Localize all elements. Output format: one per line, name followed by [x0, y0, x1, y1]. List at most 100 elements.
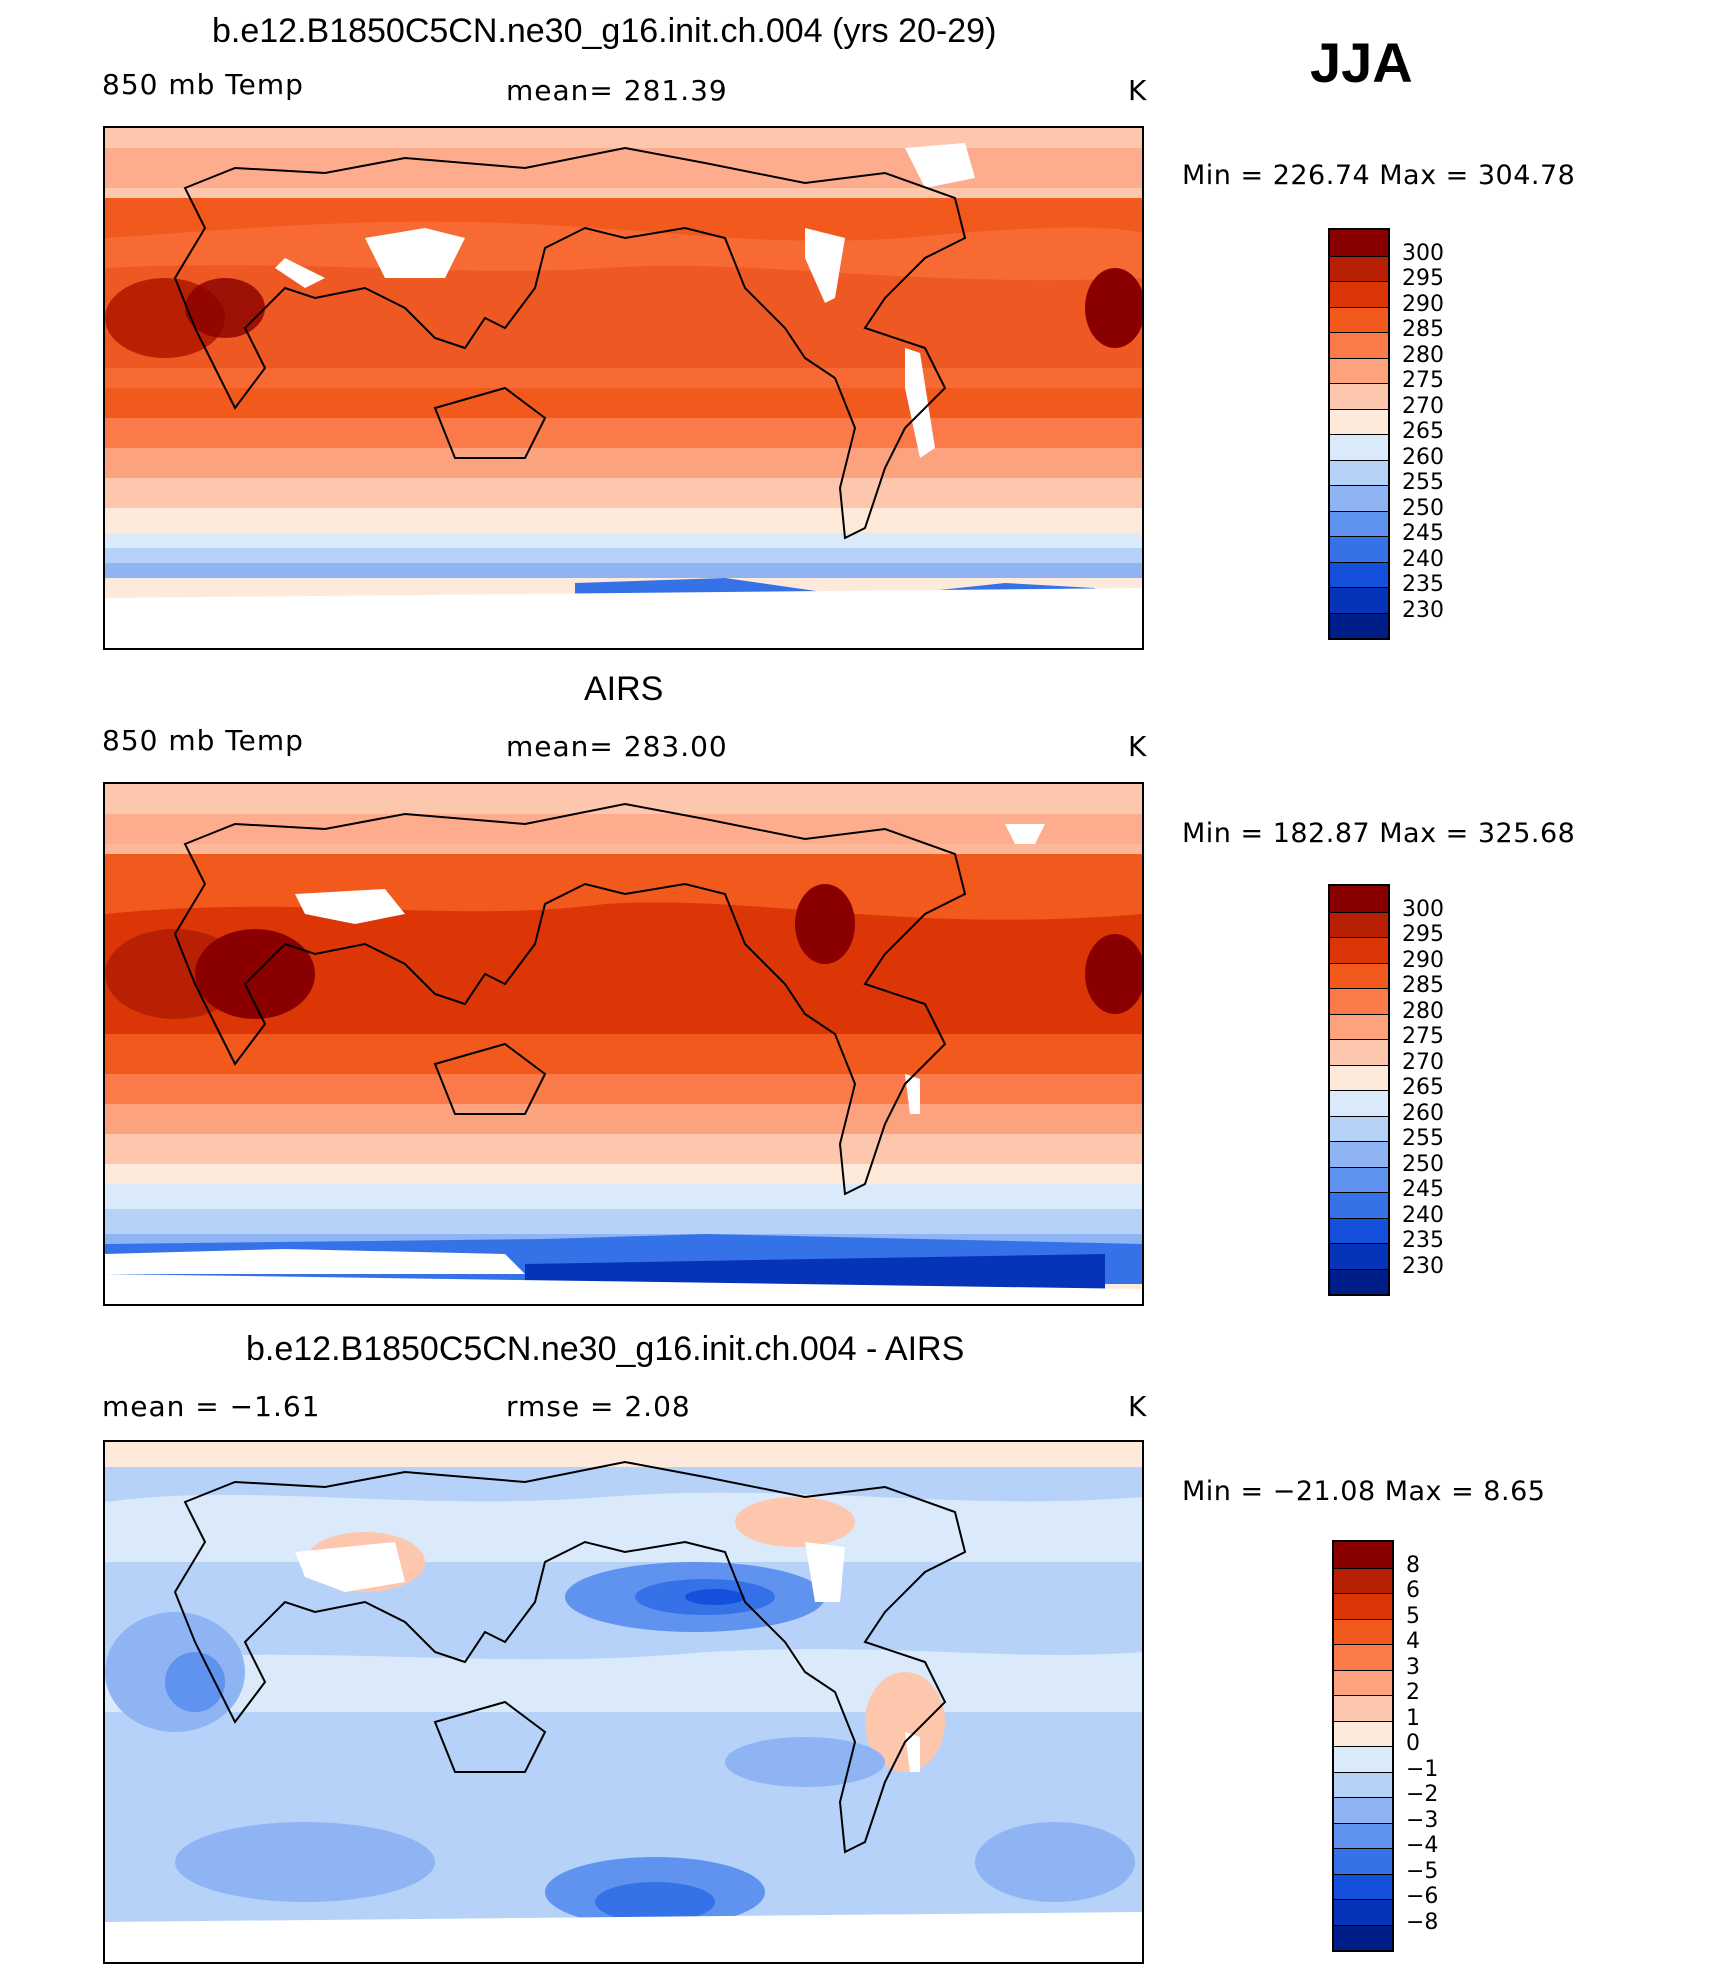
colorbar-swatch	[1330, 485, 1388, 511]
colorbar-tick-label: −1	[1406, 1756, 1439, 1782]
colorbar-swatch	[1330, 1064, 1388, 1090]
colorbar-swatch	[1334, 1771, 1392, 1797]
colorbar-tick-label: 300	[1402, 240, 1444, 266]
colorbar-swatch	[1330, 332, 1388, 358]
colorbar-tick-label: 6	[1406, 1578, 1420, 1603]
colorbar-tick-label: 260	[1402, 444, 1444, 470]
colorbar-swatch	[1330, 1243, 1388, 1269]
colorbar-swatch	[1334, 1822, 1392, 1848]
temperature-map	[103, 126, 1144, 650]
colorbar-swatch	[1330, 1141, 1388, 1167]
map-canvas	[105, 128, 1142, 648]
colorbar-swatch	[1334, 1593, 1392, 1619]
colorbar	[1328, 884, 1390, 1296]
mean-label: mean= 283.00	[506, 730, 728, 763]
colorbar-tick-label: 295	[1402, 922, 1444, 947]
colorbar-swatch	[1330, 434, 1388, 460]
colorbar-swatch	[1330, 1166, 1388, 1192]
colorbar-tick-label: 8	[1406, 1552, 1420, 1578]
colorbar-swatch	[1330, 962, 1388, 988]
variable-label: 850 mb Temp	[102, 68, 304, 101]
colorbar-tick-label: −6	[1406, 1884, 1439, 1909]
colorbar-tick-label: −2	[1406, 1782, 1439, 1807]
colorbar-tick-label: 240	[1402, 1202, 1444, 1228]
colorbar-tick-label: 245	[1402, 1177, 1444, 1202]
colorbar-swatch	[1334, 1899, 1392, 1925]
colorbar-swatch	[1330, 886, 1388, 912]
colorbar-swatch	[1330, 911, 1388, 937]
colorbar-swatch	[1330, 1090, 1388, 1116]
colorbar-tick-label: 295	[1402, 266, 1444, 291]
min-max-label: Min = 182.87 Max = 325.68	[1182, 818, 1576, 849]
season-label: JJA	[1310, 31, 1413, 94]
colorbar-swatch	[1330, 255, 1388, 281]
colorbar-tick-label: 235	[1402, 1228, 1444, 1253]
colorbar-tick-label: 290	[1402, 291, 1444, 317]
map-canvas	[105, 784, 1142, 1304]
units-label: K	[1128, 1390, 1148, 1423]
colorbar-swatch	[1330, 1268, 1388, 1294]
colorbar-tick-label: 240	[1402, 546, 1444, 572]
colorbar	[1328, 228, 1390, 640]
colorbar-tick-label: 280	[1402, 998, 1444, 1024]
colorbar-tick-label: 2	[1406, 1680, 1420, 1705]
min-max-label: Min = 226.74 Max = 304.78	[1182, 160, 1576, 191]
colorbar-tick-label: 265	[1402, 419, 1444, 444]
colorbar-tick-label: 290	[1402, 947, 1444, 973]
colorbar-tick-label: 255	[1402, 470, 1444, 495]
colorbar-swatch	[1334, 1848, 1392, 1874]
colorbar-swatch	[1330, 383, 1388, 409]
colorbar-swatch	[1334, 1695, 1392, 1721]
colorbar-tick-label: 270	[1402, 393, 1444, 419]
colorbar-tick-label: 0	[1406, 1731, 1420, 1756]
colorbar-tick-label: 3	[1406, 1654, 1420, 1680]
colorbar-tick-label: 300	[1402, 896, 1444, 922]
colorbar-tick-label: 270	[1402, 1049, 1444, 1075]
colorbar-swatch	[1334, 1644, 1392, 1670]
colorbar-tick-label: 230	[1402, 597, 1444, 623]
colorbar-tick-label: 285	[1402, 973, 1444, 998]
mean-label: mean= 281.39	[506, 74, 728, 107]
colorbar-tick-label: 285	[1402, 317, 1444, 342]
colorbar-swatch	[1330, 306, 1388, 332]
units-label: K	[1128, 74, 1148, 107]
colorbar-tick-label: 5	[1406, 1603, 1420, 1629]
temperature-map	[103, 782, 1144, 1306]
colorbar-tick-label: 4	[1406, 1629, 1420, 1654]
units-label: K	[1128, 730, 1148, 763]
colorbar-swatch	[1330, 587, 1388, 613]
mean-label: mean = −1.61	[102, 1390, 321, 1423]
colorbar-swatch	[1330, 357, 1388, 383]
colorbar-swatch	[1334, 1720, 1392, 1746]
colorbar-swatch	[1330, 281, 1388, 307]
colorbar-swatch	[1330, 988, 1388, 1014]
colorbar-tick-label: −5	[1406, 1858, 1439, 1884]
colorbar-tick-label: −8	[1406, 1909, 1439, 1935]
colorbar-tick-label: 250	[1402, 1151, 1444, 1177]
colorbar-swatch	[1334, 1567, 1392, 1593]
colorbar-tick-label: 275	[1402, 368, 1444, 393]
colorbar-swatch	[1330, 937, 1388, 963]
colorbar-swatch	[1330, 408, 1388, 434]
colorbar	[1332, 1540, 1394, 1952]
colorbar-tick-label: 235	[1402, 572, 1444, 597]
colorbar-swatch	[1330, 612, 1388, 638]
colorbar-swatch	[1330, 1217, 1388, 1243]
colorbar-tick-label: 230	[1402, 1253, 1444, 1279]
colorbar-tick-label: 275	[1402, 1024, 1444, 1049]
colorbar-swatch	[1330, 1013, 1388, 1039]
colorbar-tick-label: 280	[1402, 342, 1444, 368]
colorbar-tick-label: 1	[1406, 1705, 1420, 1731]
colorbar-tick-label: 255	[1402, 1126, 1444, 1151]
colorbar-tick-label: 250	[1402, 495, 1444, 521]
colorbar-swatch	[1330, 1192, 1388, 1218]
map-canvas	[105, 1442, 1142, 1962]
panel-title: b.e12.B1850C5CN.ne30_g16.init.ch.004 - A…	[246, 1330, 965, 1368]
colorbar-swatch	[1334, 1797, 1392, 1823]
colorbar-swatch	[1334, 1873, 1392, 1899]
colorbar-swatch	[1334, 1924, 1392, 1950]
colorbar-swatch	[1330, 230, 1388, 256]
colorbar-tick-label: −3	[1406, 1807, 1439, 1833]
colorbar-swatch	[1334, 1669, 1392, 1695]
rmse-label: rmse = 2.08	[506, 1390, 691, 1423]
